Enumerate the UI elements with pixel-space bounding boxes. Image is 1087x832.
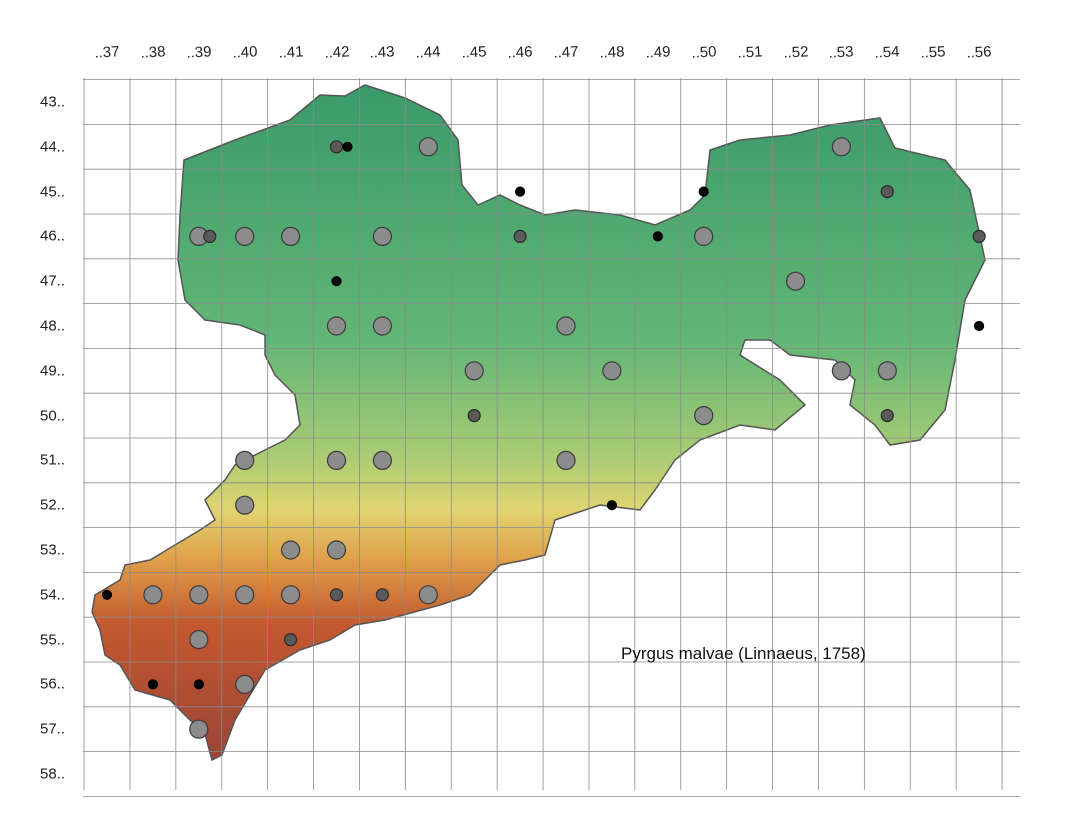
record-marker-small: [147, 679, 158, 690]
column-label: ..56: [966, 43, 993, 62]
record-marker-large: [235, 674, 255, 695]
record-marker-small: [973, 320, 985, 332]
column-label: ..54: [874, 43, 901, 62]
row-label: 52..: [40, 496, 66, 514]
record-marker-medium: [513, 229, 527, 243]
row-label: 49..: [40, 362, 66, 380]
column-label: ..51: [736, 43, 763, 62]
state-outline: [91, 84, 986, 762]
record-marker-large: [281, 585, 301, 605]
row-label: 56..: [40, 675, 66, 693]
column-label: ..46: [507, 43, 534, 62]
column-label: ..42: [323, 43, 350, 62]
column-label: ..47: [553, 43, 579, 62]
row-label: 43..: [40, 93, 66, 111]
row-label: 46..: [40, 227, 66, 245]
record-marker-large: [372, 316, 392, 336]
record-marker-large: [556, 450, 576, 470]
record-marker-large: [877, 361, 897, 381]
record-marker-large: [418, 137, 438, 157]
record-marker-large: [281, 226, 301, 246]
column-label: ..43: [369, 43, 396, 62]
record-marker-large: [235, 226, 255, 246]
record-marker-large: [694, 406, 714, 426]
column-label: ..38: [139, 43, 166, 62]
record-marker-medium: [880, 409, 894, 423]
record-marker-small: [514, 186, 526, 197]
column-label: ..39: [185, 43, 212, 62]
record-marker-large: [831, 361, 852, 381]
record-marker-large: [189, 585, 209, 605]
record-marker-large: [694, 226, 714, 246]
record-marker-large: [785, 271, 806, 291]
record-marker-small: [698, 186, 709, 197]
record-marker-large: [143, 585, 163, 605]
record-marker-small: [101, 589, 113, 600]
record-marker-medium: [329, 140, 344, 154]
column-label: ..53: [828, 43, 855, 62]
record-marker-large: [372, 450, 392, 470]
record-marker-medium: [375, 588, 389, 602]
row-label: 57..: [40, 720, 66, 738]
row-label: 44..: [40, 138, 66, 156]
column-label: ..44: [415, 43, 442, 62]
column-label: ..48: [598, 43, 625, 62]
record-marker-medium: [880, 185, 894, 199]
column-label: ..49: [644, 43, 671, 62]
species-title: Pyrgus malvae (Linnaeus, 1758): [621, 644, 866, 663]
column-label: ..41: [277, 43, 304, 62]
record-marker-small: [193, 679, 204, 690]
record-marker-large: [831, 137, 852, 157]
record-marker-large: [418, 585, 438, 605]
column-label: ..52: [782, 43, 809, 62]
record-marker-small: [652, 231, 663, 242]
record-marker-medium: [329, 588, 344, 602]
record-marker-small: [606, 500, 618, 511]
record-marker-large: [464, 361, 484, 381]
record-marker-large: [602, 361, 622, 381]
record-marker-large: [372, 226, 392, 246]
record-marker-medium: [203, 229, 217, 243]
grid-lines: [83, 78, 1020, 797]
record-marker-large: [235, 585, 255, 605]
record-marker-large: [189, 719, 209, 739]
row-label: 53..: [40, 541, 66, 559]
record-marker-medium: [972, 229, 986, 243]
record-marker-large: [326, 450, 347, 470]
column-label: ..37: [94, 43, 120, 62]
record-marker-large: [556, 316, 576, 336]
column-label: ..40: [231, 43, 258, 62]
record-marker-large: [281, 540, 301, 560]
row-label: 54..: [40, 586, 66, 604]
record-marker-medium: [284, 632, 298, 647]
column-label: ..55: [920, 43, 947, 62]
record-marker-small: [331, 276, 342, 287]
record-marker-medium: [467, 409, 481, 423]
record-marker-large: [235, 450, 255, 470]
row-label: 47..: [40, 272, 66, 290]
record-marker-large: [326, 540, 347, 560]
row-label: 48..: [40, 317, 66, 335]
row-label: 45..: [40, 183, 66, 201]
record-markers: [101, 137, 986, 739]
record-marker-large: [235, 495, 255, 515]
row-label: 58..: [40, 765, 66, 783]
row-label: 51..: [40, 451, 66, 469]
record-marker-small: [342, 141, 353, 152]
row-label: 55..: [40, 631, 66, 649]
row-label: 50..: [40, 407, 66, 425]
column-label: ..45: [461, 43, 488, 62]
record-marker-large: [326, 316, 347, 336]
column-label: ..50: [690, 43, 717, 62]
record-marker-large: [189, 629, 209, 650]
